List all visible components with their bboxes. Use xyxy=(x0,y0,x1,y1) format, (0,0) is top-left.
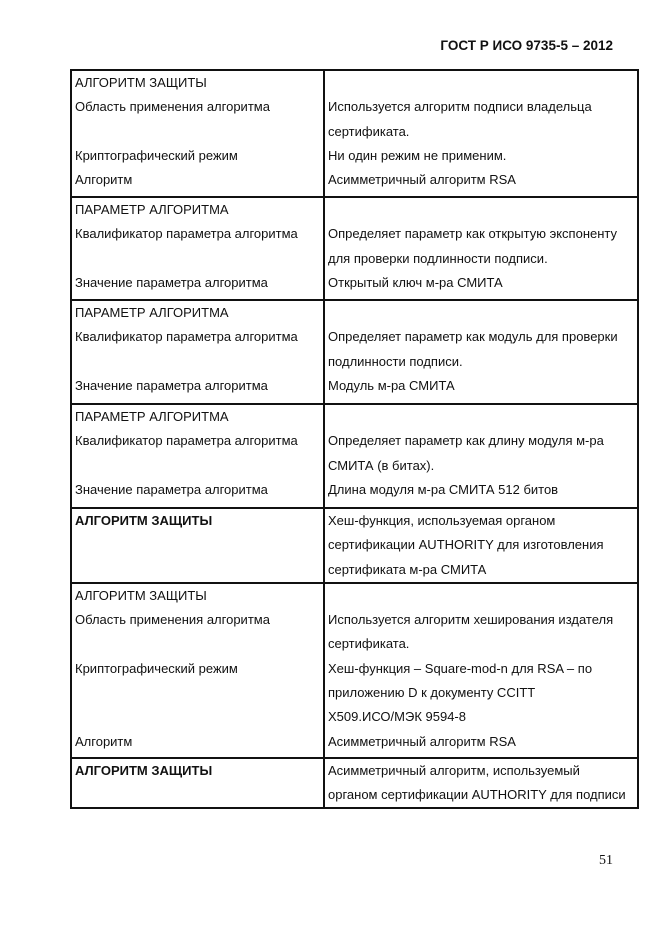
field-value: СМИТА (в битах). xyxy=(328,457,435,473)
field-label xyxy=(75,705,323,729)
field-label: ПАРАМЕТР АЛГОРИТМА xyxy=(75,409,229,424)
field-label: ПАРАМЕТР АЛГОРИТМА xyxy=(75,305,229,320)
field-label xyxy=(75,454,323,478)
field-label xyxy=(75,681,323,705)
field-label xyxy=(75,120,323,144)
field-label: Криптографический режим xyxy=(75,660,238,676)
field-label: Область применения алгоритма xyxy=(75,99,270,115)
field-value xyxy=(328,301,637,325)
field-label: Алгоритм xyxy=(75,172,133,188)
right-cell: Асимметричный алгоритм, используемый орга… xyxy=(323,756,639,810)
table-row: АЛГОРИТМ ЗАЩИТЫ Хеш-функция, используемая… xyxy=(70,507,639,584)
field-label: Квалификатор параметра алгоритма xyxy=(75,329,298,345)
left-cell: АЛГОРИТМ ЗАЩИТЫ xyxy=(70,507,325,584)
field-label: Значение параметра алгоритма xyxy=(75,481,268,497)
field-value: подлинности подписи. xyxy=(328,353,463,369)
field-label: ПАРАМЕТР АЛГОРИТМА xyxy=(75,202,229,217)
field-value: Ни один режим не применим. xyxy=(328,147,507,163)
field-value: X509.ИСО/МЭК 9594-8 xyxy=(328,709,466,725)
table-row: ПАРАМЕТР АЛГОРИТМА Квалификатор параметра… xyxy=(70,299,639,405)
field-label xyxy=(75,632,323,656)
table-row: ПАРАМЕТР АЛГОРИТМА Квалификатор параметра… xyxy=(70,403,639,509)
field-value: Используется алгоритм хеширования издате… xyxy=(328,612,614,628)
field-label: Квалификатор параметра алгоритма xyxy=(75,226,298,242)
document-header: ГОСТ Р ИСО 9735-5 – 2012 xyxy=(440,38,613,53)
field-value: сертификата м-ра СМИТА xyxy=(328,561,487,577)
field-value: Хеш-функция – Square-mod-n для RSA – по xyxy=(328,660,593,676)
field-label xyxy=(75,350,323,374)
algorithm-table: АЛГОРИТМ ЗАЩИТЫ Область применения алгори… xyxy=(70,69,639,810)
right-cell: Определяет параметр как длину модуля м-р… xyxy=(323,403,639,509)
left-cell: ПАРАМЕТР АЛГОРИТМА Квалификатор параметра… xyxy=(70,196,325,301)
field-value: органом сертификации AUTHORITY для подпи… xyxy=(328,787,626,803)
table-row: АЛГОРИТМ ЗАЩИТЫ Область применения алгори… xyxy=(70,69,639,198)
field-value xyxy=(328,584,637,608)
left-cell: АЛГОРИТМ ЗАЩИТЫ Область применения алгори… xyxy=(70,581,325,759)
left-cell: ПАРАМЕТР АЛГОРИТМА Квалификатор параметра… xyxy=(70,299,325,405)
field-value: Хеш-функция, используемая органом xyxy=(328,513,556,528)
table-row: АЛГОРИТМ ЗАЩИТЫ Асимметричный алгоритм, и… xyxy=(70,756,639,810)
field-label: АЛГОРИТМ ЗАЩИТЫ xyxy=(75,75,207,90)
table-row: ПАРАМЕТР АЛГОРИТМА Квалификатор параметра… xyxy=(70,196,639,301)
field-label: Значение параметра алгоритма xyxy=(75,274,268,290)
field-value: для проверки подлинности подписи. xyxy=(328,250,548,266)
field-value: приложению D к документу CCITT xyxy=(328,685,536,701)
field-value: Асимметричный алгоритм RSA xyxy=(328,172,516,188)
page-number: 51 xyxy=(599,853,613,868)
field-value: Открытый ключ м-ра СМИТА xyxy=(328,274,503,290)
field-value: Асимметричный алгоритм, используемый xyxy=(328,762,580,778)
right-cell: Хеш-функция, используемая органом сертифи… xyxy=(323,507,639,584)
right-cell: Определяет параметр как открытую экспоне… xyxy=(323,196,639,301)
field-value: Определяет параметр как длину модуля м-р… xyxy=(328,433,604,449)
field-value: сертификации AUTHORITY для изготовления xyxy=(328,537,604,553)
field-value xyxy=(328,405,637,429)
field-value: Длина модуля м-ра СМИТА 512 битов xyxy=(328,481,559,497)
field-value: Асимметричный алгоритм RSA xyxy=(328,733,516,749)
right-cell: Используется алгоритм подписи владельца с… xyxy=(323,69,639,198)
field-label: Значение параметра алгоритма xyxy=(75,377,268,393)
table-row: АЛГОРИТМ ЗАЩИТЫ Область применения алгори… xyxy=(70,581,639,759)
field-label: АЛГОРИТМ ЗАЩИТЫ xyxy=(75,513,213,528)
field-label: АЛГОРИТМ ЗАЩИТЫ xyxy=(75,587,207,603)
field-label xyxy=(75,247,323,271)
left-cell: АЛГОРИТМ ЗАЩИТЫ Область применения алгори… xyxy=(70,69,325,198)
field-value: Модуль м-ра СМИТА xyxy=(328,377,455,393)
field-value: Используется алгоритм подписи владельца xyxy=(328,99,592,115)
field-value xyxy=(328,198,637,222)
field-value: сертификата. xyxy=(328,636,410,652)
field-value: сертификата. xyxy=(328,123,410,139)
field-value xyxy=(328,71,637,95)
field-label: Алгоритм xyxy=(75,733,133,749)
left-cell: ПАРАМЕТР АЛГОРИТМА Квалификатор параметра… xyxy=(70,403,325,509)
left-cell: АЛГОРИТМ ЗАЩИТЫ xyxy=(70,756,325,810)
field-value: Определяет параметр как модуль для прове… xyxy=(328,329,618,345)
field-label: Область применения алгоритма xyxy=(75,612,270,628)
field-label: Криптографический режим xyxy=(75,147,238,163)
field-value: Определяет параметр как открытую экспоне… xyxy=(328,226,618,242)
right-cell: Используется алгоритм хеширования издате… xyxy=(323,581,639,759)
field-label: Квалификатор параметра алгоритма xyxy=(75,433,298,449)
field-label: АЛГОРИТМ ЗАЩИТЫ xyxy=(75,762,213,778)
right-cell: Определяет параметр как модуль для прове… xyxy=(323,299,639,405)
